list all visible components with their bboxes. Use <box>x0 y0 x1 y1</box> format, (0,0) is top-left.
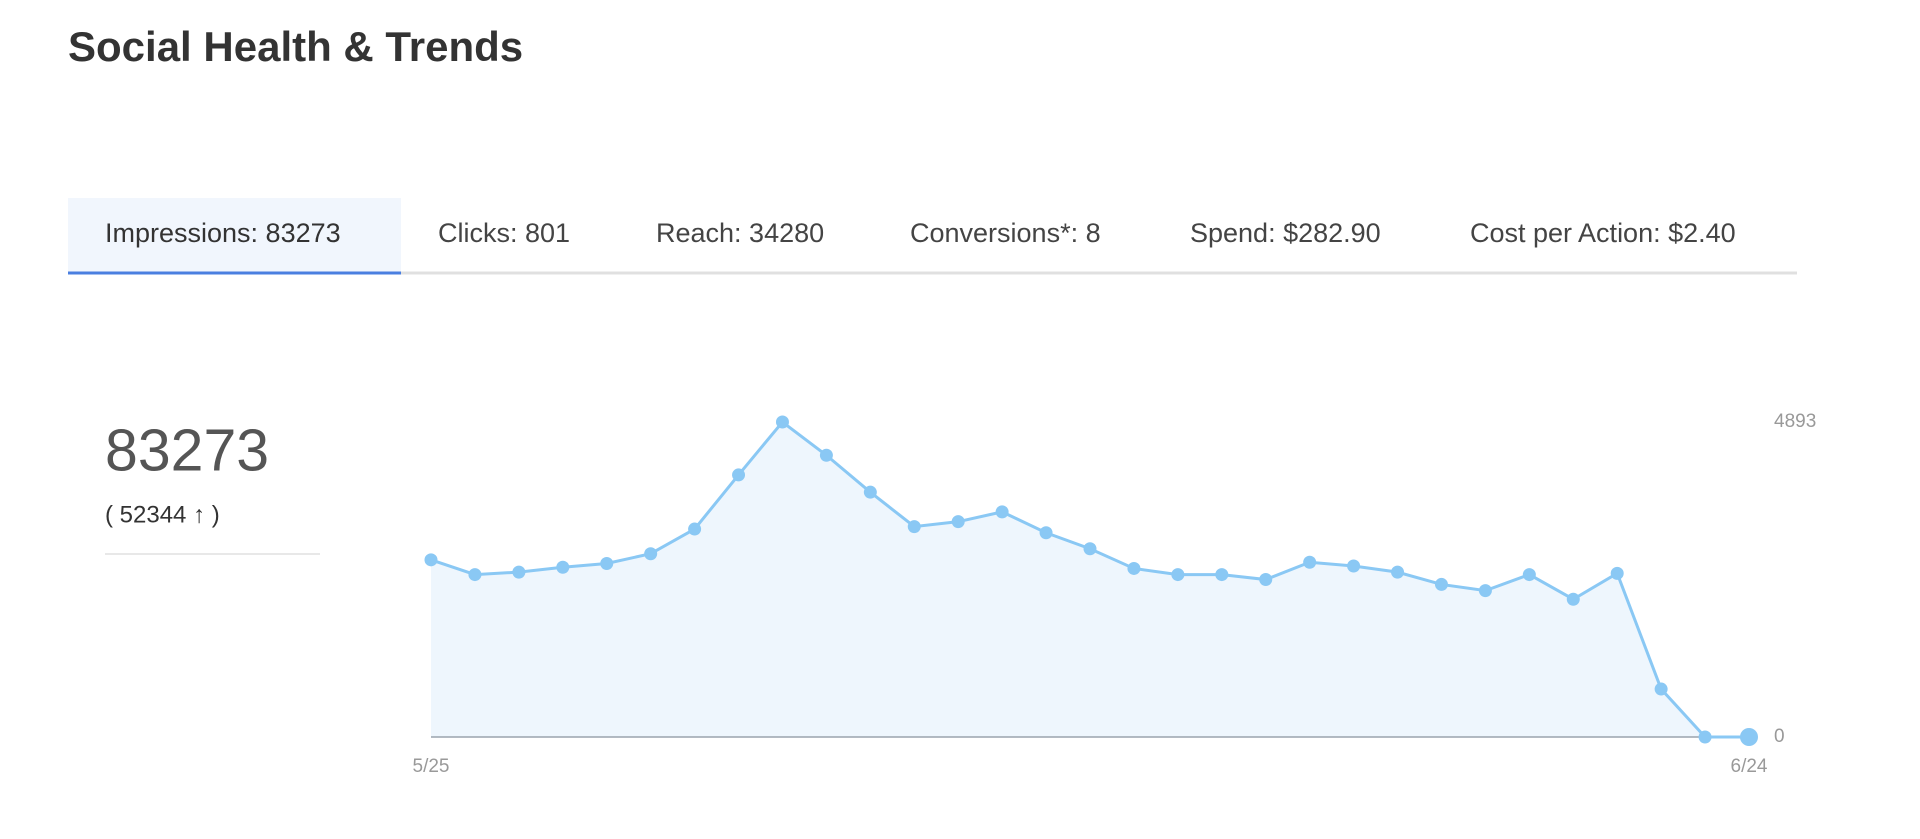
data-point <box>1566 592 1580 606</box>
data-point <box>995 505 1009 519</box>
y-tick-label: 4893 <box>1774 411 1816 432</box>
data-point <box>775 415 789 429</box>
data-point <box>1391 565 1405 579</box>
data-point <box>1478 584 1492 598</box>
summary-value: 83273 <box>105 418 269 484</box>
data-point <box>468 568 482 582</box>
tab[interactable]: Impressions: 83273 <box>105 218 341 248</box>
data-point <box>1039 526 1053 540</box>
data-point <box>1215 568 1229 582</box>
data-point <box>1610 566 1624 580</box>
data-point <box>1654 682 1668 696</box>
active-tab-bg <box>68 198 401 272</box>
data-point <box>556 560 570 574</box>
data-point <box>1434 577 1448 591</box>
y-tick-label: 0 <box>1774 726 1785 747</box>
data-point <box>1522 568 1536 582</box>
data-point <box>732 468 746 482</box>
tab[interactable]: Clicks: 801 <box>438 218 570 248</box>
data-point <box>1303 555 1317 569</box>
data-point <box>1698 730 1712 744</box>
tab[interactable]: Conversions*: 8 <box>910 218 1101 248</box>
summary-comparison: ( 52344 ↑ ) <box>105 501 220 528</box>
data-point <box>1083 542 1097 556</box>
tab[interactable]: Spend: $282.90 <box>1190 218 1381 248</box>
data-point <box>1347 559 1361 573</box>
area-fill <box>431 422 1749 737</box>
data-point <box>863 485 877 499</box>
tab[interactable]: Reach: 34280 <box>656 218 824 248</box>
page-title: Social Health & Trends <box>68 23 523 70</box>
data-point <box>600 557 614 571</box>
data-point <box>1127 561 1141 575</box>
tab[interactable]: Cost per Action: $2.40 <box>1470 218 1736 248</box>
data-point <box>512 565 526 579</box>
data-point <box>1740 728 1758 746</box>
data-point <box>644 547 658 561</box>
data-point <box>1171 568 1185 582</box>
data-point <box>688 522 702 536</box>
x-tick-label: 6/24 <box>1731 756 1768 777</box>
data-point <box>819 448 833 462</box>
x-tick-label: 5/25 <box>413 756 450 777</box>
data-point <box>907 520 921 534</box>
data-point <box>1259 573 1273 587</box>
data-point <box>424 553 438 567</box>
data-point <box>951 515 965 529</box>
